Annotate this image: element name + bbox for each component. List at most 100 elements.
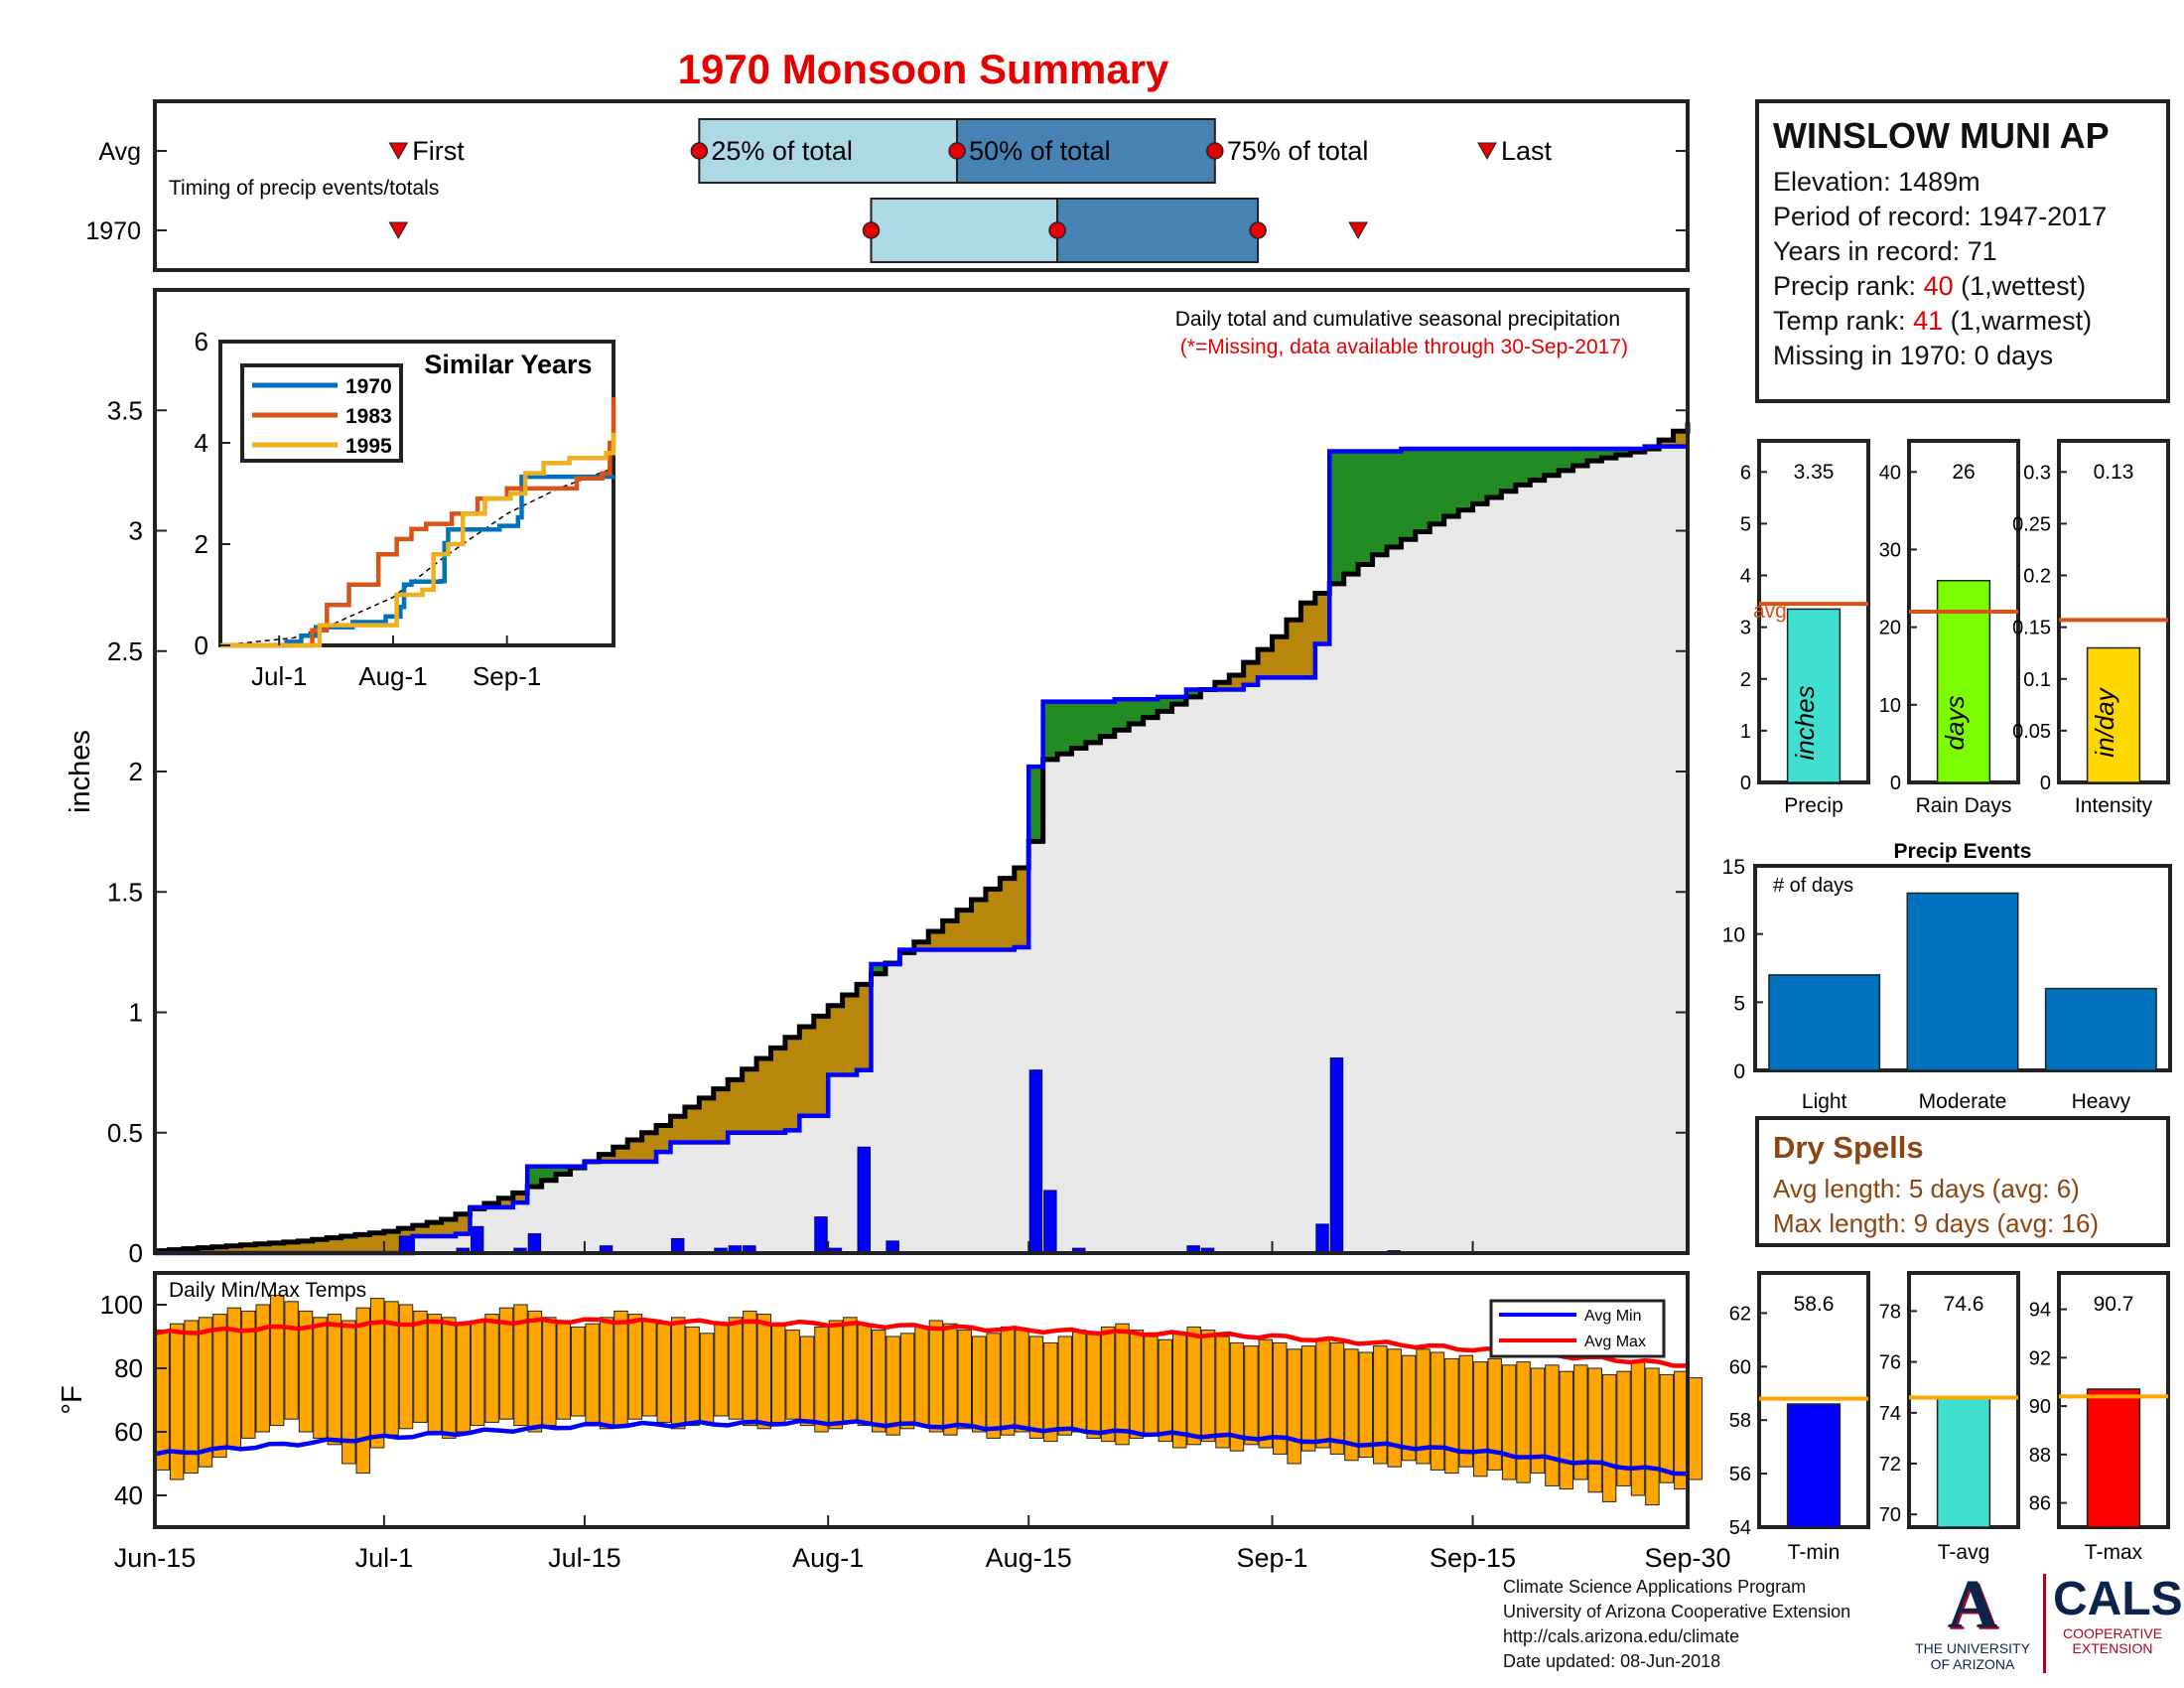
precip-surplus-fill <box>556 1166 571 1175</box>
precip-base-fill <box>1372 554 1388 1253</box>
daily-temp-bar <box>1430 1351 1445 1471</box>
precip-base-fill <box>885 964 900 1253</box>
precip-base-fill <box>412 1236 428 1253</box>
university-of-arizona-logo: A THE UNIVERSITY OF ARIZONA <box>1914 1571 2031 1673</box>
precip-base-fill <box>1314 643 1330 1253</box>
timing-row-label: Avg <box>98 138 141 166</box>
summary-y-tick-label: 10 <box>1879 695 1901 717</box>
precip-base-fill <box>1229 689 1245 1253</box>
daily-temp-bar <box>413 1310 428 1423</box>
summary-y-tick-label: 78 <box>1879 1301 1901 1323</box>
daily-temp-bar <box>1344 1348 1359 1462</box>
precip-base-fill <box>971 949 987 1253</box>
precip-base-fill <box>641 1161 657 1253</box>
precip-surplus-fill <box>1171 696 1187 705</box>
daily-temp-bar <box>1273 1341 1288 1455</box>
precip-surplus-fill <box>1028 767 1044 842</box>
daily-temp-bar <box>169 1323 185 1480</box>
precip-deficit-fill <box>456 1213 471 1234</box>
precip-deficit-fill <box>799 1027 815 1116</box>
daily-temp-bar <box>1300 1345 1316 1452</box>
summary-y-tick-label: 30 <box>1879 539 1901 561</box>
timing-box-early <box>870 198 1059 263</box>
daily-temp-bar <box>155 1330 170 1471</box>
precip-base-fill <box>1673 446 1689 1253</box>
summary-y-tick-label: 2 <box>1740 669 1751 691</box>
daily-temp-bar <box>298 1310 314 1433</box>
similar-y-tick-label: 0 <box>195 631 208 660</box>
credits-line: Climate Science Applications Program <box>1503 1577 1807 1597</box>
precip-deficit-fill <box>857 984 872 1070</box>
precip-deficit-fill <box>1272 636 1288 678</box>
precip-base-fill <box>1515 485 1531 1253</box>
daily-temp-bar <box>1530 1367 1546 1475</box>
precip-surplus-fill <box>1057 701 1073 755</box>
temps-y-tick-label: 100 <box>100 1290 143 1320</box>
station-period: Period of record: 1947-2017 <box>1773 202 2108 231</box>
precip-base-fill <box>1430 523 1445 1253</box>
events-bar-moderate <box>1906 892 2019 1071</box>
precip-base-fill <box>770 1132 786 1253</box>
summary-y-tick-label: 70 <box>1879 1504 1901 1526</box>
precip-base-fill <box>842 1074 858 1253</box>
precip-surplus-fill <box>1100 701 1116 737</box>
daily-temp-bar <box>498 1307 514 1420</box>
temps-legend <box>1489 1299 1666 1358</box>
daily-precip-bar <box>527 1233 542 1254</box>
precip-base-fill <box>913 949 929 1253</box>
precip-surplus-fill <box>1586 449 1602 462</box>
precip-deficit-fill <box>441 1219 457 1237</box>
events-y-tick-label: 15 <box>1722 856 1745 879</box>
precip-deficit-fill <box>1014 868 1029 948</box>
precip-base-fill <box>498 1206 514 1253</box>
precip-base-fill <box>1100 736 1116 1253</box>
summary-value-label: 90.7 <box>2094 1293 2134 1316</box>
precip-y-tick-label: 1 <box>129 998 143 1028</box>
daily-precip-bar <box>857 1146 871 1254</box>
daily-precip-bar <box>1329 1057 1344 1254</box>
summary-bar-t-min <box>1786 1403 1842 1528</box>
precip-surplus-fill <box>1559 449 1574 471</box>
daily-temp-bar <box>770 1323 786 1423</box>
precip-base-fill <box>1243 684 1259 1253</box>
precip-surplus-fill <box>1329 451 1345 584</box>
summary-y-tick-label: 0.05 <box>2012 721 2051 743</box>
precip-base-fill <box>656 1152 671 1253</box>
precip-y-tick-label: 3 <box>129 516 143 546</box>
summary-y-tick-label: 72 <box>1879 1454 1901 1476</box>
daily-temp-bar <box>1086 1333 1101 1439</box>
daily-temp-bar <box>1444 1357 1459 1475</box>
logo-divider <box>2043 1574 2046 1673</box>
precip-base-fill <box>942 949 958 1253</box>
daily-temp-bar <box>269 1294 285 1427</box>
precip-base-fill <box>1158 711 1173 1253</box>
precip-deficit-fill <box>1214 682 1230 690</box>
daily-temp-bar <box>914 1326 929 1427</box>
precip-base-fill <box>1559 470 1574 1253</box>
summary-category-label: Rain Days <box>1916 794 2012 817</box>
daily-temp-bar <box>1244 1345 1259 1446</box>
precip-deficit-fill <box>198 1247 213 1253</box>
precip-surplus-fill <box>541 1166 557 1181</box>
summary-y-tick-label: 60 <box>1729 1356 1751 1378</box>
events-y-tick-label: 0 <box>1733 1060 1745 1083</box>
daily-temp-bar <box>714 1323 729 1417</box>
precip-base-fill <box>756 1132 771 1253</box>
precip-deficit-fill <box>913 941 929 950</box>
timing-first-last-marker <box>1477 142 1497 161</box>
precip-deficit-fill <box>613 1147 628 1162</box>
precip-surplus-fill <box>1401 449 1417 540</box>
daily-temp-bar <box>599 1317 614 1430</box>
summary-value-label: 74.6 <box>1944 1293 1984 1316</box>
summary-category-label: T-avg <box>1938 1541 1990 1564</box>
timing-percentile-marker <box>1048 221 1066 239</box>
legend-label-1970: 1970 <box>345 375 392 398</box>
precip-surplus-fill <box>1071 701 1087 749</box>
daily-temp-bar <box>699 1333 715 1423</box>
precip-base-fill <box>1129 723 1145 1253</box>
credits: Climate Science Applications Program Uni… <box>1503 1575 1850 1674</box>
precip-base-fill <box>728 1132 744 1253</box>
precip-base-fill <box>1358 564 1374 1253</box>
precip-surplus-fill <box>1042 701 1058 760</box>
precip-surplus-fill <box>1443 449 1459 516</box>
